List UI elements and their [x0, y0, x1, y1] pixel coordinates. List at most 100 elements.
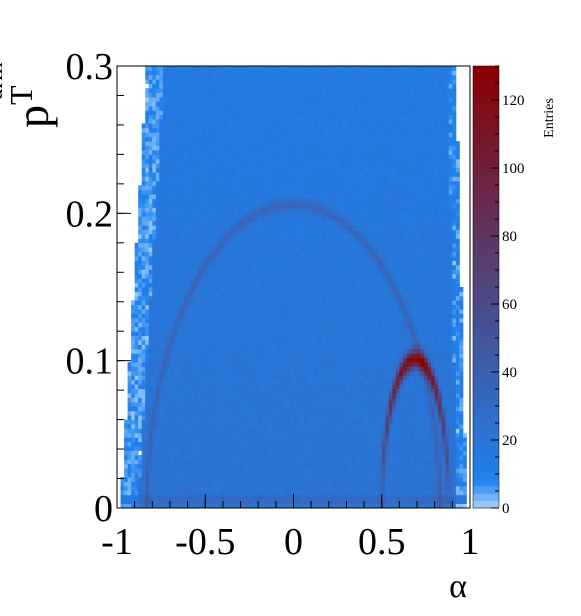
heatmap-cell	[201, 198, 206, 204]
heatmap-cell	[173, 313, 178, 319]
heatmap-cell	[205, 477, 210, 482]
heatmap-cell	[297, 335, 301, 341]
heatmap-cell	[173, 432, 178, 438]
heatmap-cell	[293, 384, 298, 390]
heatmap-cell	[173, 96, 178, 102]
heatmap-cell	[198, 370, 203, 376]
heatmap-cell	[222, 441, 227, 447]
heatmap-cell	[240, 353, 245, 359]
heatmap-cell	[169, 291, 174, 297]
heatmap-cell	[215, 211, 220, 217]
heatmap-cell	[254, 348, 259, 354]
heatmap-cell	[180, 260, 185, 266]
heatmap-cell	[212, 278, 217, 283]
heatmap-cell	[240, 136, 245, 142]
heatmap-cell	[162, 424, 167, 429]
heatmap-cell	[155, 260, 160, 266]
heatmap-cell	[293, 66, 298, 71]
heatmap-cell	[212, 158, 217, 164]
heatmap-cell	[166, 353, 171, 359]
heatmap-cell	[275, 273, 280, 279]
heatmap-cell	[226, 216, 231, 222]
heatmap-cell	[169, 88, 174, 93]
heatmap-cell	[300, 194, 305, 199]
heatmap-cell	[293, 393, 298, 398]
heatmap-cell	[198, 454, 203, 460]
heatmap-cell	[226, 251, 231, 257]
heatmap-cell	[289, 238, 294, 244]
heatmap-cell	[141, 203, 146, 208]
heatmap-cell	[300, 331, 305, 337]
heatmap-cell	[275, 477, 280, 482]
heatmap-cell	[282, 401, 287, 407]
heatmap-cell	[240, 96, 245, 102]
heatmap-cell	[247, 70, 252, 76]
heatmap-cell	[282, 454, 287, 460]
heatmap-cell	[233, 322, 238, 328]
heatmap-cell	[180, 384, 185, 390]
heatmap-cell	[198, 211, 203, 217]
heatmap-cell	[177, 499, 181, 504]
heatmap-cell	[180, 388, 185, 394]
heatmap-cell	[279, 260, 284, 266]
heatmap-cell	[134, 375, 139, 381]
heatmap-cell	[134, 282, 139, 288]
heatmap-cell	[282, 397, 287, 403]
heatmap-cell	[219, 207, 224, 213]
heatmap-cell	[237, 295, 241, 301]
heatmap-cell	[148, 450, 153, 456]
heatmap-cell	[293, 406, 298, 412]
heatmap-cell	[244, 397, 249, 403]
heatmap-cell	[148, 123, 153, 129]
heatmap-cell	[237, 401, 241, 407]
heatmap-cell	[212, 295, 217, 301]
heatmap-cell	[177, 273, 181, 279]
heatmap-cell	[244, 424, 249, 429]
heatmap-cell	[208, 375, 213, 381]
heatmap-cell	[272, 269, 277, 275]
heatmap-cell	[289, 88, 294, 93]
heatmap-cell	[169, 163, 174, 169]
heatmap-cell	[180, 468, 185, 474]
heatmap-cell	[162, 74, 167, 80]
heatmap-cell	[233, 295, 238, 301]
heatmap-cell	[131, 424, 136, 429]
heatmap-cell	[131, 375, 136, 381]
heatmap-cell	[152, 494, 157, 500]
heatmap-cell	[148, 207, 153, 213]
heatmap-cell	[141, 366, 146, 372]
heatmap-cell	[268, 233, 273, 239]
heatmap-cell	[226, 406, 231, 412]
heatmap-cell	[138, 406, 143, 412]
heatmap-cell	[177, 167, 181, 173]
heatmap-cell	[208, 304, 213, 310]
heatmap-cell	[169, 419, 174, 425]
heatmap-cell	[205, 401, 210, 407]
heatmap-cell	[300, 370, 305, 376]
heatmap-cell	[205, 229, 210, 235]
heatmap-cell	[219, 264, 224, 270]
heatmap-cell	[268, 459, 273, 465]
heatmap-cell	[219, 66, 224, 71]
heatmap-cell	[222, 322, 227, 328]
heatmap-cell	[198, 357, 203, 363]
heatmap-cell	[300, 348, 305, 354]
heatmap-cell	[289, 463, 294, 469]
heatmap-cell	[258, 357, 263, 363]
heatmap-cell	[293, 463, 298, 469]
heatmap-cell	[131, 472, 136, 478]
heatmap-cell	[177, 379, 181, 385]
heatmap-cell	[237, 278, 241, 283]
heatmap-cell	[233, 459, 238, 465]
heatmap-cell	[169, 481, 174, 487]
heatmap-cell	[261, 189, 266, 195]
heatmap-cell	[180, 295, 185, 301]
heatmap-cell	[166, 167, 171, 173]
heatmap-cell	[247, 233, 252, 239]
heatmap-cell	[244, 141, 249, 146]
heatmap-cell	[212, 353, 217, 359]
heatmap-cell	[229, 468, 234, 474]
heatmap-cell	[201, 406, 206, 412]
heatmap-cell	[169, 348, 174, 354]
heatmap-cell	[155, 198, 160, 204]
